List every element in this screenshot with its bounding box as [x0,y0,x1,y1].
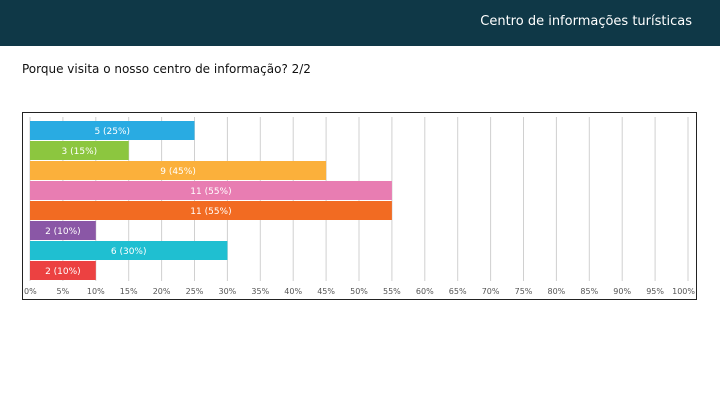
tick-label-7: 35% [251,287,269,296]
bar-4 [30,201,392,220]
tick-label-13: 65% [449,287,467,296]
bar-label-0: 5 (25%) [94,127,130,137]
tick-label-17: 85% [580,287,598,296]
tick-label-11: 55% [383,287,401,296]
header-bar: Centro de informações turísticas [0,0,720,46]
tick-label-14: 70% [482,287,500,296]
tick-label-18: 90% [613,287,631,296]
tick-label-6: 30% [219,287,237,296]
bar-7 [30,261,96,280]
bar-1 [30,141,129,160]
tick-label-10: 50% [350,287,368,296]
question-title: Porque visita o nosso centro de informaç… [22,62,311,76]
bar-label-1: 3 (15%) [62,147,98,157]
tick-label-4: 20% [153,287,171,296]
tick-label-1: 5% [57,287,70,296]
tick-label-16: 80% [548,287,566,296]
bar-label-6: 6 (30%) [111,247,147,257]
chart-container: 5 (25%) 3 (15%) 9 (45%) 11 (55%) 11 (55%) 2 (… [22,112,697,300]
bar-2 [30,161,327,180]
tick-label-19: 95% [646,287,664,296]
tick-label-12: 60% [416,287,434,296]
bar-3 [30,181,392,200]
tick-label-2: 10% [87,287,105,296]
tick-label-5: 25% [186,287,204,296]
tick-label-20: 100% [672,287,695,296]
tick-label-8: 40% [284,287,302,296]
tick-label-0: 0% [24,287,37,296]
bar-0 [30,121,195,140]
bar-label-3: 11 (55%) [190,187,231,197]
bar-label-5: 2 (10%) [45,227,81,237]
bar-label-4: 11 (55%) [190,207,231,217]
header-title: Centro de informações turísticas [480,14,692,29]
tick-label-9: 45% [317,287,335,296]
bar-5 [30,221,96,240]
tick-label-3: 15% [120,287,138,296]
tick-label-15: 75% [515,287,533,296]
bar-6 [30,241,228,260]
bar-label-2: 9 (45%) [160,167,196,177]
bar-label-7: 2 (10%) [45,267,81,277]
bar-chart: 5 (25%) 3 (15%) 9 (45%) 11 (55%) 11 (55%) 2 (… [24,117,695,296]
